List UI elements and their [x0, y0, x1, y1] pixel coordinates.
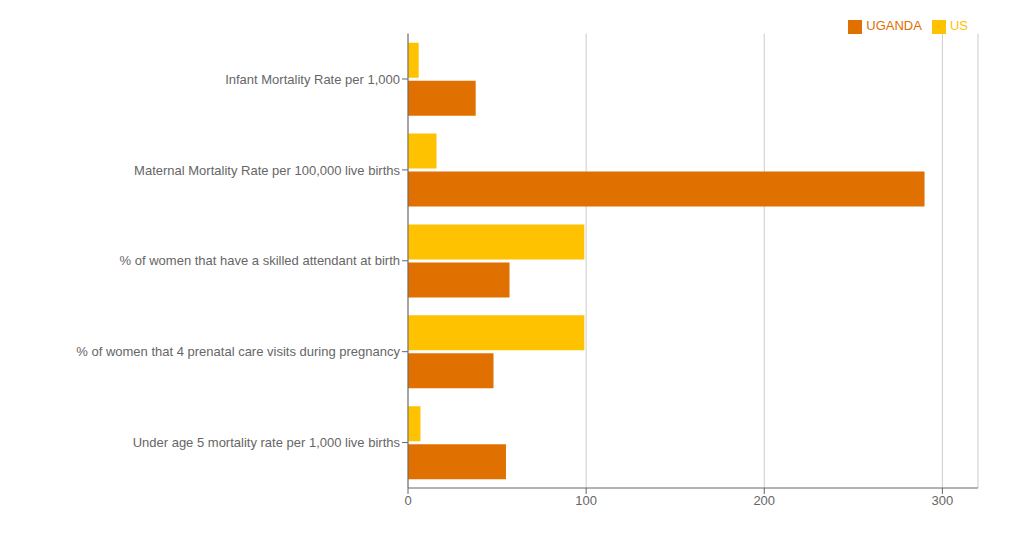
svg-text:Infant Mortality Rate per 1,00: Infant Mortality Rate per 1,000	[225, 72, 400, 87]
svg-text:Under age 5 mortality rate per: Under age 5 mortality rate per 1,000 liv…	[133, 435, 401, 450]
svg-text:300: 300	[932, 493, 954, 508]
svg-text:100: 100	[575, 493, 597, 508]
html-text:US: US	[949, 18, 968, 33]
svg-text:% of women that have a skilled: % of women that have a skilled attendant…	[120, 253, 400, 268]
svg-text:Maternal Mortality Rate per 10: Maternal Mortality Rate per 100,000 live…	[134, 163, 400, 178]
svg-text:% of women that 4 prenatal car: % of women that 4 prenatal care visits d…	[76, 344, 400, 359]
html-text:UGANDA: UGANDA	[866, 18, 922, 33]
svg-text:200: 200	[753, 493, 775, 508]
svg-text:0: 0	[404, 493, 411, 508]
